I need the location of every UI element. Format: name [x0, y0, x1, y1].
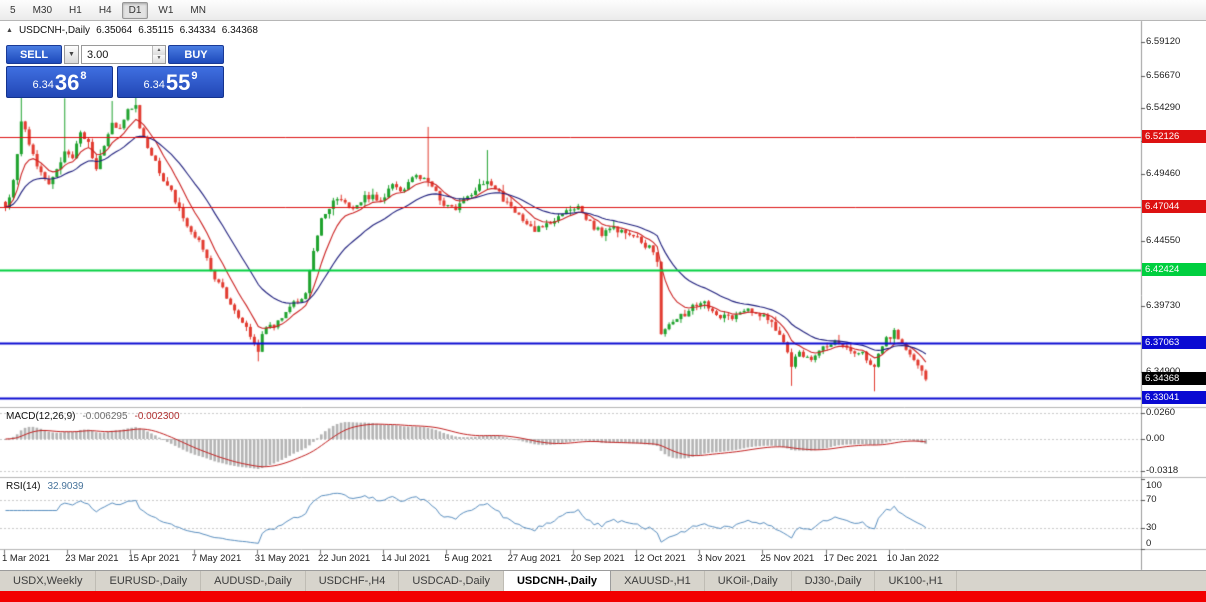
macd-value-signal: -0.002300 — [134, 411, 180, 422]
bid-price-base: 6.34 — [32, 79, 54, 91]
chart-tab-uk100-h1[interactable]: UK100-,H1 — [875, 571, 957, 591]
ohlc-low: 6.34334 — [179, 25, 216, 36]
chart-tab-eurusd-daily[interactable]: EURUSD-,Daily — [96, 571, 202, 591]
ohlc-high: 6.35115 — [138, 25, 174, 36]
chart-tab-ukoil-daily[interactable]: UKOil-,Daily — [705, 571, 792, 591]
macd-value-main: -0.006295 — [82, 411, 128, 422]
dropdown-arrow-icon: ▼ — [68, 51, 75, 58]
ask-price-sup: 9 — [191, 70, 198, 82]
timeframe-button-w1[interactable]: W1 — [158, 4, 174, 16]
chart-tabbar: USDX,Weekly EURUSD-,Daily AUDUSD-,Daily USD… — [0, 570, 1206, 591]
one-click-trading-panel: SELL ▼ ▲ ▼ BUY 6.34 36 8 6.34 55 — [6, 45, 224, 98]
macd-indicator-label: MACD(12,26,9) — [6, 411, 76, 422]
timeframe-button-h1[interactable]: H1 — [69, 4, 82, 16]
ask-price-button[interactable]: 6.34 55 9 — [117, 66, 224, 98]
buy-button[interactable]: BUY — [168, 45, 224, 64]
spinner-down-icon[interactable]: ▼ — [153, 54, 165, 63]
chart-header: ▲ USDCNH-,Daily 6.35064 6.35115 6.34334 … — [6, 25, 258, 36]
chart-tab-audusd-daily[interactable]: AUDUSD-,Daily — [201, 571, 306, 591]
volume-dropdown-button[interactable]: ▼ — [64, 45, 79, 64]
ask-price-big: 55 — [165, 70, 191, 95]
chart-tab-usdcnh-daily[interactable]: USDCNH-,Daily — [503, 571, 612, 591]
chart-tab-usdx-weekly[interactable]: USDX,Weekly — [0, 571, 97, 591]
rsi-indicator-label: RSI(14) — [6, 481, 41, 492]
chart-symbol-title: USDCNH-,Daily — [18, 25, 91, 36]
chart-tab-usdchf-h4[interactable]: USDCHF-,H4 — [306, 571, 400, 591]
ohlc-close: 6.34368 — [221, 25, 258, 36]
ask-price-base: 6.34 — [143, 79, 165, 91]
spinner-up-icon[interactable]: ▲ — [153, 46, 165, 55]
sell-button[interactable]: SELL — [6, 45, 62, 64]
timeframe-button-d1[interactable]: D1 — [121, 1, 149, 19]
timeframe-button-5[interactable]: 5 — [10, 4, 16, 16]
timeframe-toolbar: 5 M30 H1 H4 D1 W1 MN — [0, 0, 1206, 21]
volume-field-group: ▲ ▼ — [81, 45, 166, 64]
volume-stepper: ▲ ▼ — [152, 46, 165, 63]
timeframe-button-m30[interactable]: M30 — [32, 4, 53, 16]
chart-marker-icon: ▲ — [6, 27, 13, 34]
ohlc-open: 6.35064 — [96, 25, 133, 36]
macd-indicator-title: MACD(12,26,9) -0.006295 -0.002300 — [6, 411, 180, 422]
timeframe-button-h4[interactable]: H4 — [98, 4, 112, 16]
bid-price-button[interactable]: 6.34 36 8 — [6, 66, 113, 98]
chart-tab-usdcad-daily[interactable]: USDCAD-,Daily — [399, 571, 504, 591]
timeframe-button-mn[interactable]: MN — [190, 4, 206, 16]
bid-price-sup: 8 — [80, 70, 87, 82]
rsi-value: 32.9039 — [47, 481, 84, 492]
chart-tab-dj30-daily[interactable]: DJ30-,Daily — [792, 571, 876, 591]
chart-tab-xauusd-h1[interactable]: XAUUSD-,H1 — [611, 571, 705, 591]
bid-price-big: 36 — [54, 70, 80, 95]
rsi-indicator-title: RSI(14) 32.9039 — [6, 481, 84, 492]
volume-input[interactable] — [82, 46, 152, 63]
status-strip — [0, 591, 1206, 602]
